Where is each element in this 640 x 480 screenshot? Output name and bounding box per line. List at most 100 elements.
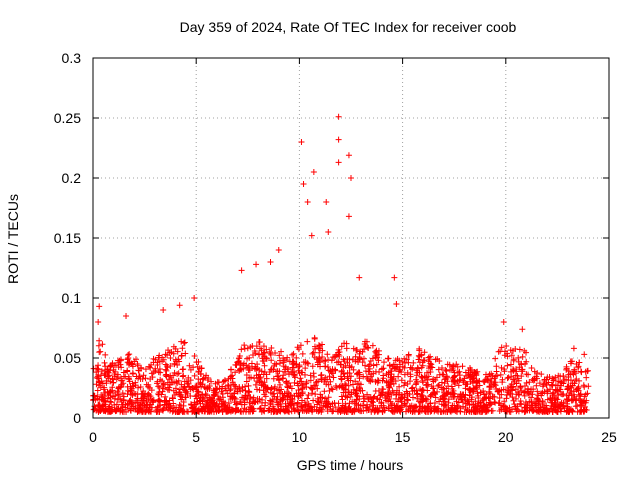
data-point [409, 365, 416, 372]
data-point [544, 387, 551, 394]
data-point-peak [96, 303, 103, 310]
data-point [576, 393, 583, 400]
data-point [548, 406, 555, 413]
data-point [378, 390, 385, 397]
data-point [441, 389, 448, 396]
data-point [493, 363, 500, 370]
data-point [117, 357, 124, 364]
data-point [337, 382, 344, 389]
data-point [288, 369, 295, 376]
data-point [309, 363, 316, 370]
data-point [322, 357, 329, 364]
data-point [159, 388, 166, 395]
data-point [487, 390, 494, 397]
data-point [503, 343, 510, 350]
data-point [138, 364, 145, 371]
data-point [289, 351, 296, 358]
data-point [371, 393, 378, 400]
data-point [492, 373, 499, 380]
data-point [552, 406, 559, 413]
data-point-peak [335, 113, 342, 120]
data-point [549, 390, 556, 397]
data-point [254, 361, 261, 368]
data-point [481, 395, 488, 402]
data-point [341, 380, 348, 387]
data-point [551, 401, 558, 408]
data-point [129, 380, 136, 387]
data-point [252, 350, 259, 357]
data-point [140, 372, 147, 379]
data-point [241, 342, 248, 349]
data-point [330, 374, 337, 381]
data-point [178, 352, 185, 359]
data-point [364, 344, 371, 351]
data-point [388, 402, 395, 409]
data-point [232, 396, 239, 403]
data-point [120, 369, 127, 376]
data-point [508, 381, 515, 388]
data-point [315, 356, 322, 363]
data-point [549, 408, 556, 415]
data-point [427, 392, 434, 399]
data-point [441, 376, 448, 383]
data-point [332, 404, 339, 411]
data-point [466, 385, 473, 392]
data-point [109, 384, 116, 391]
data-point [225, 375, 232, 382]
data-point [425, 381, 432, 388]
data-point [578, 369, 585, 376]
data-point [321, 398, 328, 405]
data-point [304, 395, 311, 402]
data-point [521, 383, 528, 390]
data-point [199, 391, 206, 398]
data-point [584, 367, 591, 374]
data-point [189, 404, 196, 411]
data-point [514, 372, 521, 379]
data-point [443, 373, 450, 380]
data-point [217, 396, 224, 403]
chart-title: Day 359 of 2024, Rate Of TEC Index for r… [180, 19, 517, 35]
data-point [332, 383, 339, 390]
y-tick-label: 0.2 [62, 170, 82, 186]
data-point [112, 408, 119, 415]
data-point [434, 356, 441, 363]
data-point [338, 376, 345, 383]
data-point [146, 406, 153, 413]
data-point [564, 383, 571, 390]
data-point [244, 345, 251, 352]
data-point [338, 343, 345, 350]
data-point [326, 373, 333, 380]
data-point [295, 346, 302, 353]
data-point [146, 391, 153, 398]
data-point [557, 373, 564, 380]
data-point [136, 404, 143, 411]
data-point [489, 393, 496, 400]
data-point [250, 394, 257, 401]
data-point [163, 404, 170, 411]
data-point [171, 379, 178, 386]
data-point [461, 375, 468, 382]
data-point [291, 379, 298, 386]
data-point [539, 389, 546, 396]
data-point [328, 357, 335, 364]
data-point [93, 374, 100, 381]
data-point [324, 398, 331, 405]
data-point [415, 356, 422, 363]
data-point [550, 376, 557, 383]
data-point [178, 381, 185, 388]
data-point [229, 393, 236, 400]
data-point [318, 406, 325, 413]
data-point [289, 396, 296, 403]
data-point [404, 397, 411, 404]
data-point [447, 391, 454, 398]
x-axis-label: GPS time / hours [297, 457, 404, 473]
data-point [372, 406, 379, 413]
data-point [275, 372, 282, 379]
data-point [106, 403, 113, 410]
data-point [266, 348, 273, 355]
data-point [107, 362, 114, 369]
data-point [521, 347, 528, 354]
data-point [504, 385, 511, 392]
data-point [137, 402, 144, 409]
data-point [312, 391, 319, 398]
